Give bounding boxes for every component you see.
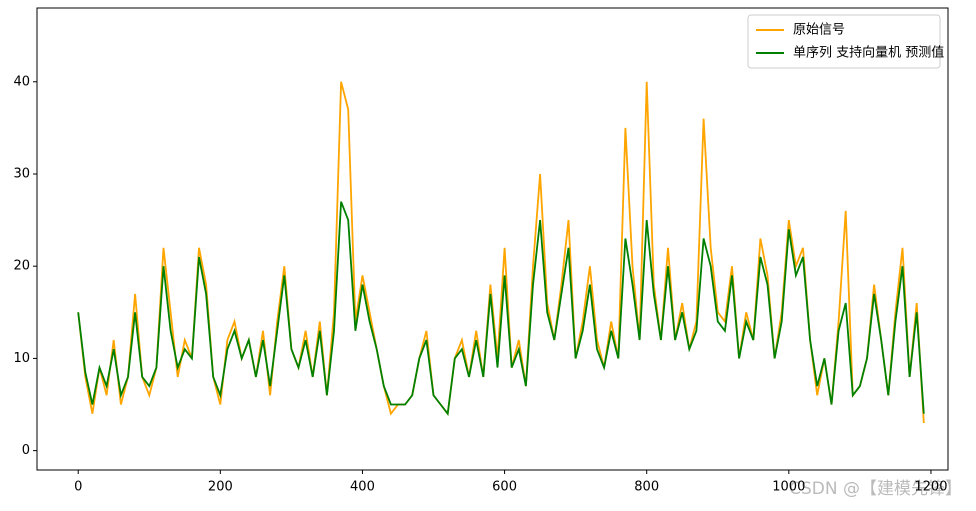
x-tick-label: 400: [350, 480, 375, 495]
x-tick-label: 1200: [914, 480, 947, 495]
x-tick-label: 1000: [772, 480, 805, 495]
y-tick-label: 0: [22, 443, 30, 458]
y-tick-label: 30: [13, 166, 30, 181]
y-tick-label: 20: [13, 259, 30, 274]
watermark: CSDN @【建模先锋】: [789, 479, 962, 499]
plot-frame: [36, 7, 949, 471]
x-tick-label: 800: [634, 480, 659, 495]
legend-label: 单序列 支持向量机 预测值: [793, 45, 944, 61]
legend-label: 原始信号: [793, 23, 845, 38]
x-tick-label: 200: [208, 480, 233, 495]
legend-frame: [747, 14, 941, 69]
y-tick-label: 10: [13, 351, 30, 366]
y-tick-label: 40: [13, 74, 30, 89]
x-tick-label: 0: [74, 480, 82, 495]
series-line: [77, 81, 925, 424]
series-line: [77, 201, 925, 416]
x-tick-label: 600: [492, 480, 517, 495]
